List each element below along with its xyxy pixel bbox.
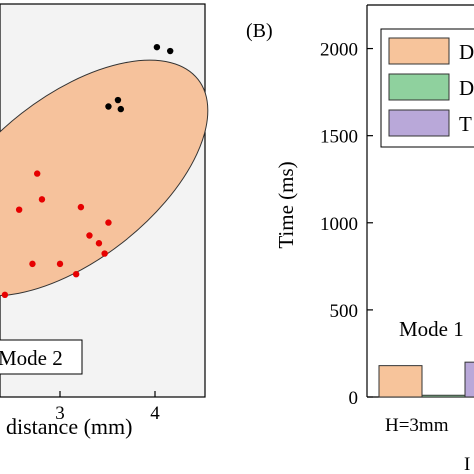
scatter-point (114, 96, 122, 104)
bar-legend-swatch (388, 37, 450, 65)
scatter-points (1, 43, 174, 299)
bar-y-axis-label: Time (ms) (274, 161, 298, 248)
scatter-point (34, 170, 41, 177)
scatter-point (1, 291, 9, 299)
scatter-x-tick-label: 4 (150, 403, 160, 424)
panel-b-label: (B) (246, 20, 273, 42)
bar-legend-swatch (388, 73, 450, 101)
cluster-ellipse (0, 59, 209, 297)
scatter-point (101, 250, 108, 257)
scatter-point (15, 206, 23, 213)
scatter-point (56, 260, 64, 268)
scatter-point (105, 103, 112, 110)
bar-y-ticks: 0 500 1000 1500 2000 (320, 40, 373, 409)
legend-box (0, 339, 83, 375)
scatter-point (86, 232, 93, 239)
bar-y-tick-label: 1500 (320, 127, 358, 148)
scatter-point (38, 196, 46, 203)
scatter-point (105, 219, 112, 226)
bars (378, 361, 474, 398)
mode-2-legend-box: Mode 2 (0, 339, 83, 375)
scatter-point (77, 203, 85, 211)
bar-legend-swatch (388, 109, 450, 137)
scatter-x-tick-label: 3 (55, 403, 65, 424)
bar-legend-label: T (459, 112, 472, 136)
bar-y-tick-label: 1000 (320, 214, 358, 235)
scatter-point (167, 47, 174, 55)
scatter-point (29, 260, 36, 268)
scatter-point (117, 105, 125, 113)
bar-category-label: H=3mm (385, 415, 449, 436)
legend-label: Mode 2 (0, 346, 63, 370)
bar-legend: DDT (380, 28, 474, 148)
bar (421, 394, 466, 398)
bar (464, 361, 474, 398)
scatter-point (95, 240, 103, 247)
scatter-point (72, 271, 80, 278)
scatter-point (153, 43, 161, 51)
bar-y-tick-label: 500 (330, 301, 359, 322)
bar-annotation: Mode 1 (399, 317, 464, 341)
bar (378, 365, 423, 398)
bar-y-tick-label: 0 (349, 388, 359, 409)
bar-y-tick-label: 2000 (320, 40, 358, 61)
bar-x-axis-label-fragment: I (464, 454, 470, 474)
bar-legend-label: D (459, 40, 474, 64)
bar-legend-label: D (459, 76, 474, 100)
scatter-x-axis-label: distance (mm) (6, 414, 132, 439)
